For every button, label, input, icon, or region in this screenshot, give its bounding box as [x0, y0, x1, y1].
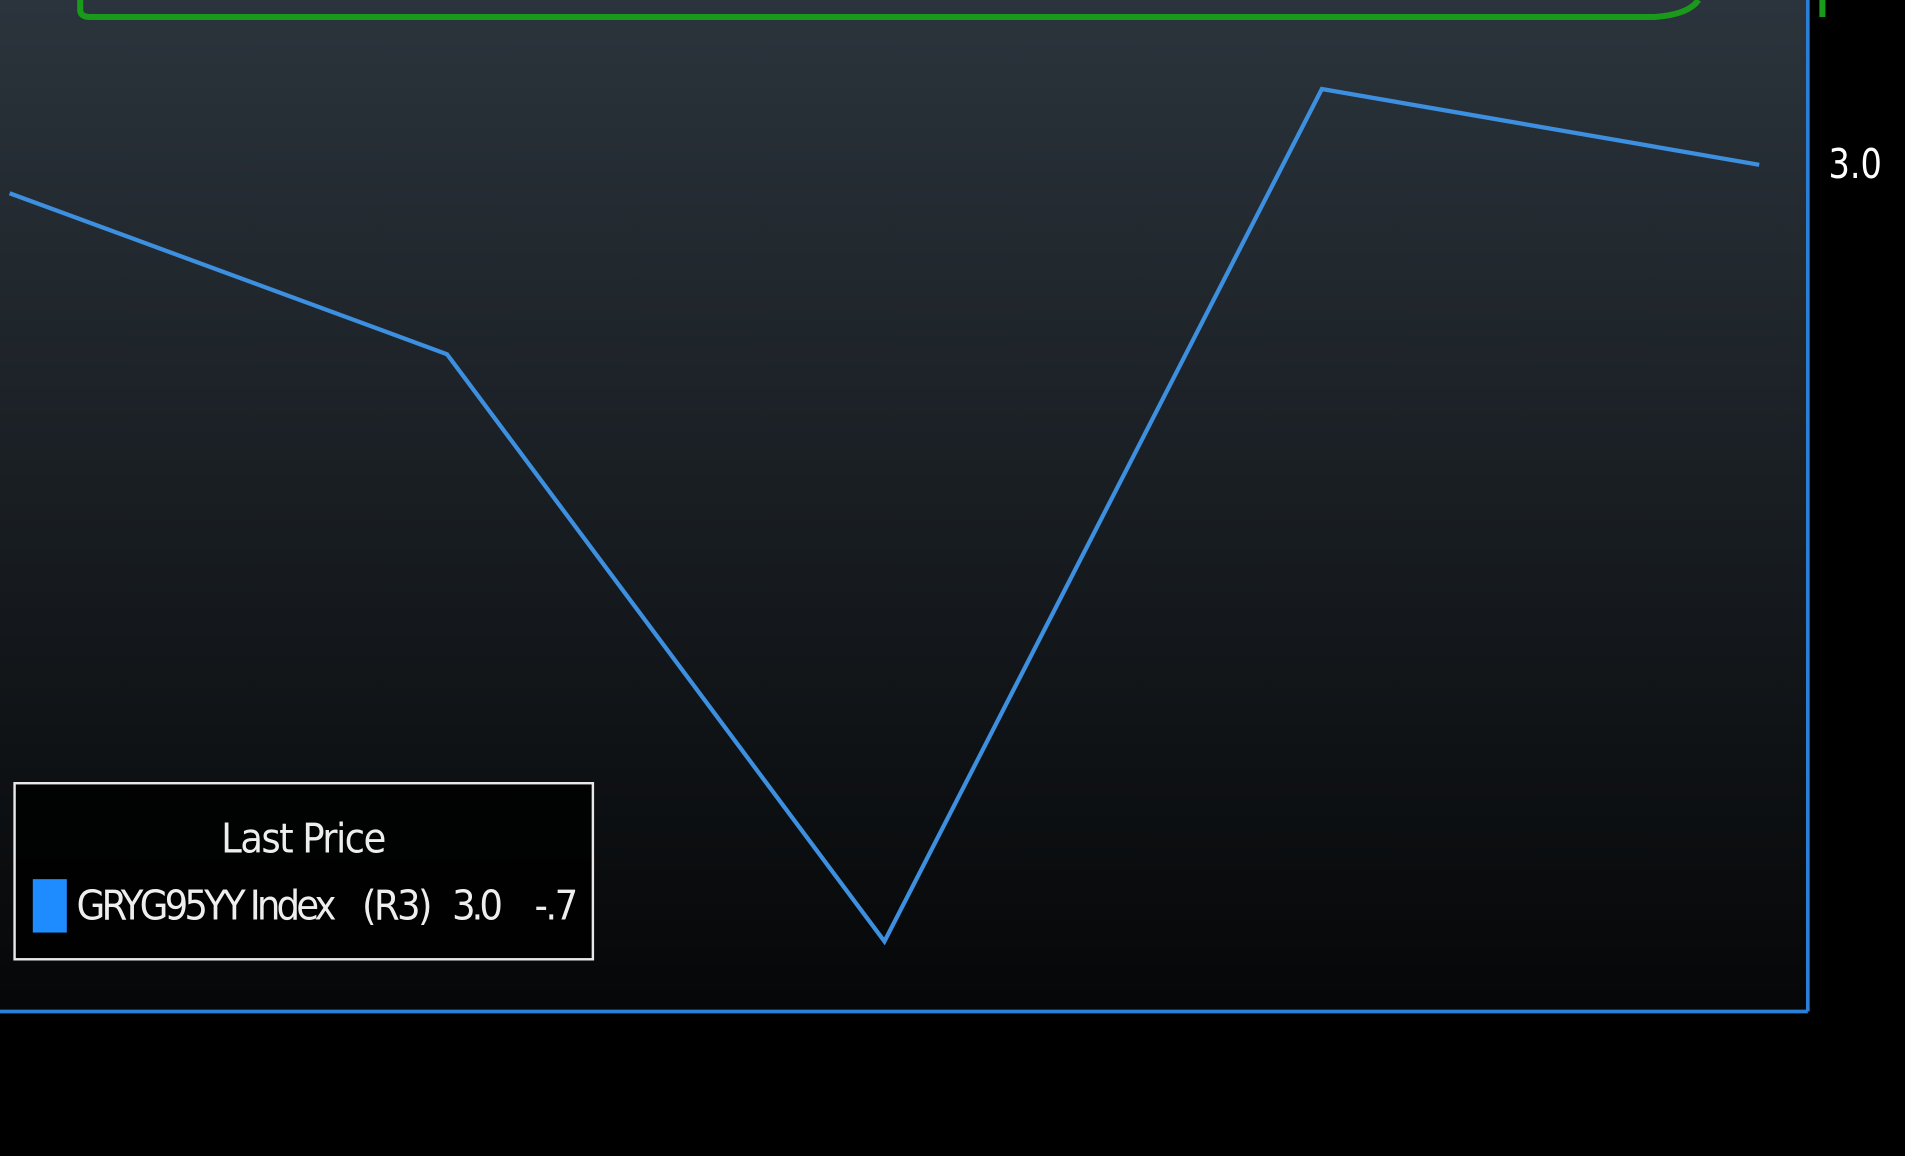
- legend-title: Last Price: [221, 815, 386, 863]
- legend-last: 3.0: [452, 881, 503, 929]
- legend-change: -.7: [535, 881, 579, 929]
- axis-panel: [1807, 0, 1905, 1156]
- last-value-label: 3.0: [1828, 140, 1881, 188]
- legend-series-name: GRYG95YY Index: [77, 881, 337, 929]
- axis-panel: [0, 1011, 1905, 1156]
- legend-box: [13, 781, 595, 961]
- legend-swatch: [32, 879, 67, 933]
- highlight-box: [77, 0, 1701, 21]
- legend-axis: (R3): [362, 881, 432, 929]
- series-line: [8, 86, 1760, 946]
